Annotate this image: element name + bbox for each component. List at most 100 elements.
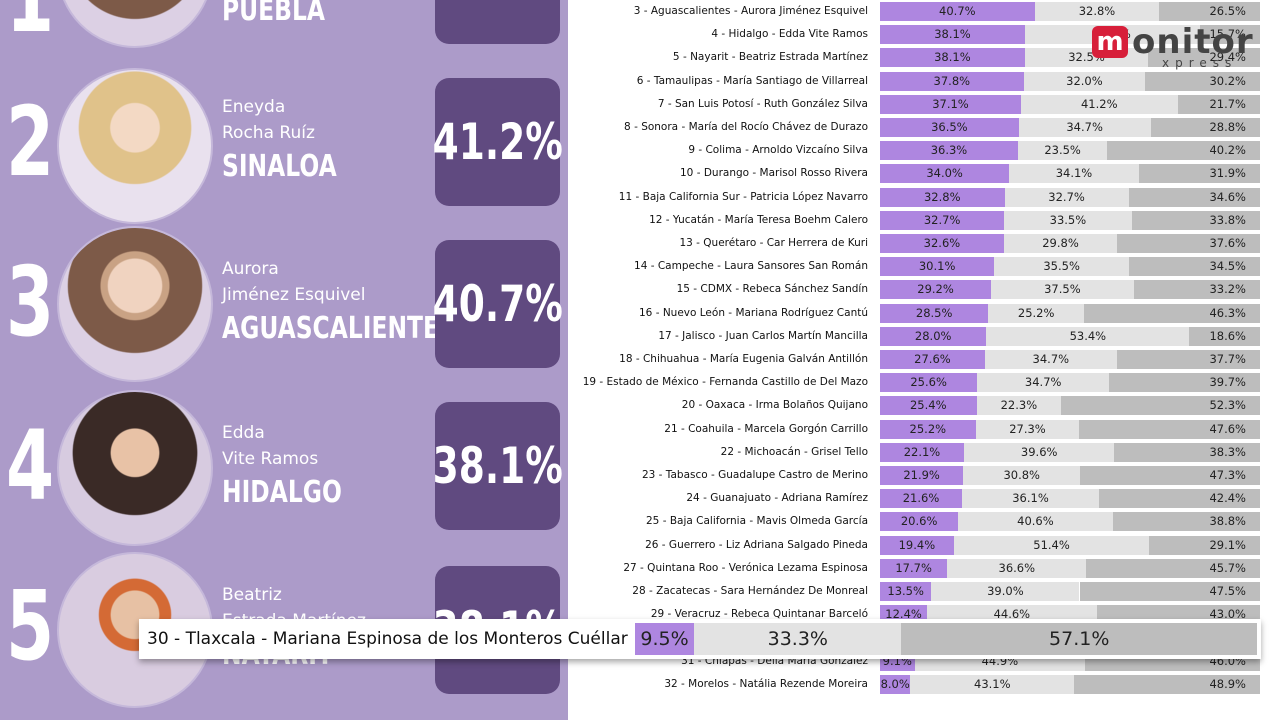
bar-segment-2: 33.5% [1004,210,1132,230]
chart-row: 20 - Oaxaca - Irma Bolaños Quijano 25.4% 2… [568,395,1280,416]
row-label: 10 - Durango - Marisol Rosso Rivera [680,167,868,180]
highlight-segment-3: 57.1% [901,623,1257,655]
row-label: 13 - Querétaro - Car Herrera de Kuri [679,237,868,249]
candidate-photo [57,0,213,48]
bar-segment-3: 18.6% [1189,326,1260,346]
candidate-last-name: Vite Ramos [222,449,319,469]
row-label: 9 - Colima - Arnoldo Vizcaíno Silva [688,144,868,157]
bar-segment-1: 25.6% [880,373,978,393]
bar-segment-3: 38.3% [1114,442,1260,462]
chart-row: 21 - Coahuila - Marcela Gorgón Carrillo 2… [568,419,1280,439]
candidate-state: HIDALGO [222,475,342,510]
bar-segment-3: 29.4% [1148,48,1260,68]
rank-number: 5 [6,570,55,682]
chart-row: 24 - Guanajuato - Adriana Ramírez 21.6% 36… [568,488,1280,509]
candidate-last-name: Jiménez Esquivel [222,285,366,305]
rank-number: 1 [6,0,54,46]
monitor-xpress-logo: m onitor xpress [1092,22,1262,72]
bar-segment-1: 30.1% [880,257,995,277]
row-label: 24 - Guanajuato - Adriana Ramírez [686,492,868,505]
row-label: 4 - Hidalgo - Edda Vite Ramos [711,28,868,41]
highlight-segment-1: 9.5% [635,623,695,655]
row-label: 14 - Campeche - Laura Sansores San Román [634,260,868,273]
chart-row: 6 - Tamaulipas - María Santiago de Villa… [568,71,1280,91]
bar-segment-1: 25.2% [880,419,976,439]
bar-segment-2: 43.1% [910,674,1075,694]
candidate-photo [57,390,213,546]
candidate-percentage: 41.2% [432,78,563,206]
bar-segment-1: 22.1% [880,442,964,462]
bar-segment-1: 38.1% [880,25,1025,45]
bar-segment-1: 40.7% [880,2,1035,21]
bar-segment-2: 40.6% [958,512,1113,532]
candidate-card-3: 3 Aurora Jiménez Esquivel AGUASCALIENTES… [0,226,568,386]
bar-segment-1: 29.2% [880,280,992,300]
chart-row: 18 - Chihuahua - María Eugenia Galván An… [568,349,1280,369]
row-label: 16 - Nuevo León - Mariana Rodríguez Cant… [639,306,868,319]
bar-segment-3: 45.7% [1086,558,1260,578]
row-label: 29 - Veracruz - Rebeca Quintanar Barceló [650,608,868,621]
bar-segment-1: 34.0% [880,164,1010,184]
row-label: 21 - Coahuila - Marcela Gorgón Carrillo [664,422,868,435]
logo-word: onitor [1132,22,1254,62]
bar-segment-2: 36.1% [961,489,1100,509]
bar-segment-2: 39.6% [963,442,1115,462]
bar-segment-3: 40.2% [1107,141,1260,161]
chart-row: 26 - Guerrero - Liz Adriana Salgado Pine… [568,535,1280,555]
row-label: 6 - Tamaulipas - María Santiago de Villa… [636,74,868,87]
row-label: 28 - Zacatecas - Sara Hernández De Monre… [632,585,868,597]
bar-segment-2: 34.7% [1018,118,1151,137]
row-label: 26 - Guerrero - Liz Adriana Salgado Pine… [645,538,868,551]
chart-row: 28 - Zacatecas - Sara Hernández De Monre… [568,581,1280,601]
row-label: 15 - CDMX - Rebeca Sánchez Sandín [676,283,868,296]
bar-segment-2: 34.7% [977,373,1110,393]
candidate-state: AGUASCALIENTES [222,311,456,346]
row-label: 5 - Nayarit - Beatriz Estrada Martínez [672,51,868,64]
chart-row: 19 - Estado de México - Fernanda Castill… [568,372,1280,393]
chart-row: 16 - Nuevo León - Mariana Rodríguez Cant… [568,303,1280,323]
row-label: 7 - San Luis Potosí - Ruth González Silv… [657,97,868,110]
bar-segment-1: 36.5% [880,118,1019,137]
bar-segment-3: 31.9% [1138,164,1260,184]
bar-segment-1: 21.9% [880,466,964,485]
row-label: 18 - Chihuahua - María Eugenia Galván An… [619,353,868,365]
bar-segment-1: 19.4% [880,535,954,555]
chart-row: 9 - Colima - Arnoldo Vizcaíno Silva 36.3%… [568,140,1280,161]
highlight-row-tlaxcala: 30 - Tlaxcala - Mariana Espinosa de los … [139,619,1261,659]
bar-segment-1: 17.7% [880,558,948,578]
bar-segment-1: 38.1% [880,48,1025,68]
bar-segment-2: 27.3% [975,419,1080,439]
bar-segment-3: 37.6% [1117,234,1260,253]
bar-segment-2: 53.4% [986,326,1190,346]
chart-row: 11 - Baja California Sur - Patricia Lópe… [568,187,1280,207]
row-label: 27 - Quintana Roo - Verónica Lezama Espi… [623,561,868,574]
bar-segment-1: 32.6% [880,234,1004,253]
bar-segment-1: 37.8% [880,71,1024,91]
chart-row: 22 - Michoacán - Grisel Tello 22.1% 39.6% 3… [568,442,1280,462]
chart-row: 8 - Sonora - María del Rocío Chávez de D… [568,117,1280,137]
row-label: 20 - Oaxaca - Irma Bolaños Quijano [681,399,868,412]
bar-segment-1: 32.7% [880,210,1005,230]
chart-row: 7 - San Luis Potosí - Ruth González Silv… [568,94,1280,114]
chart-row: 13 - Querétaro - Car Herrera de Kuri 32.6… [568,233,1280,253]
candidate-first-name: Aurora [222,259,279,279]
bar-segment-2: 39.0% [931,582,1080,601]
bar-segment-1: 28.5% [880,303,989,323]
candidate-percentage [435,0,560,44]
bar-segment-2: 41.2% [1020,94,1178,114]
logo-letter: m [1092,26,1128,58]
candidate-first-name: Beatriz [222,585,282,605]
highlight-label: 30 - Tlaxcala - Mariana Espinosa de los … [147,629,628,649]
row-label: 23 - Tabasco - Guadalupe Castro de Merin… [641,469,868,481]
bar-segment-3: 37.7% [1116,350,1260,369]
bar-segment-1: 21.6% [880,489,962,509]
bar-segment-3: 48.9% [1074,674,1260,694]
bar-segment-3: 29.1% [1149,535,1260,555]
bar-segment-3: 15.7% [1200,25,1260,45]
rank-number: 4 [6,410,55,522]
row-label: 32 - Morelos - Natália Rezende Moreira [664,677,868,690]
candidate-first-name: Eneyda [222,97,286,117]
bar-segment-2: 34.1% [1009,164,1139,184]
candidate-percentage: 38.1% [432,402,563,530]
chart-row: 25 - Baja California - Mavis Olmeda Garc… [568,511,1280,532]
